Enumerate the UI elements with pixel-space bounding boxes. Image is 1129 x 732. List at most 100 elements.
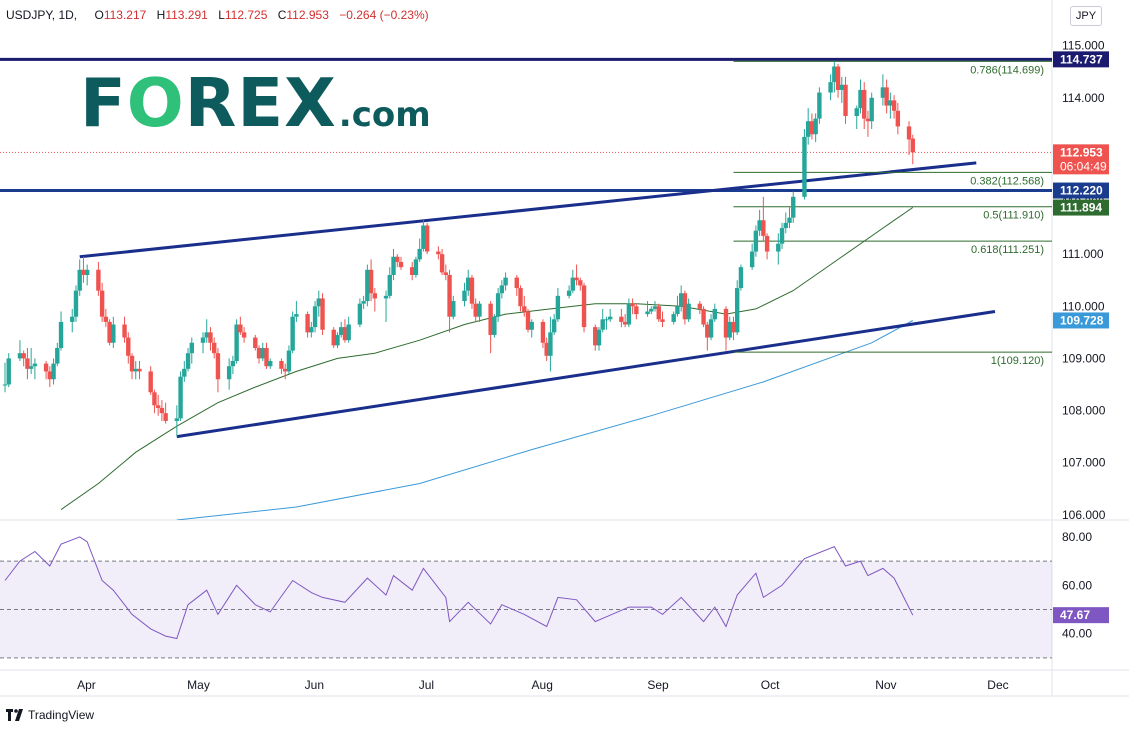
candle-body bbox=[858, 89, 863, 109]
y-tick-label: 107.000 bbox=[1062, 456, 1106, 470]
candle-body bbox=[174, 418, 180, 421]
candle-body bbox=[47, 371, 53, 380]
candle-body bbox=[339, 327, 344, 335]
candle bbox=[436, 246, 441, 260]
candle-body bbox=[70, 316, 75, 322]
candle bbox=[495, 288, 501, 322]
candle bbox=[159, 400, 165, 421]
candle-body bbox=[604, 319, 609, 321]
trendline bbox=[79, 161, 977, 259]
candle-body bbox=[312, 306, 318, 328]
candle-body bbox=[368, 269, 374, 294]
candle-body bbox=[182, 368, 187, 377]
candle bbox=[268, 358, 273, 369]
x-tick-label: Jul bbox=[419, 678, 434, 692]
candle-body bbox=[96, 269, 101, 291]
candle bbox=[843, 76, 848, 124]
candle-body bbox=[828, 82, 833, 93]
price-axis-tag-text: 111.894 bbox=[1060, 201, 1102, 215]
candle-body bbox=[230, 361, 236, 367]
candle-body bbox=[81, 269, 86, 275]
candle bbox=[155, 394, 161, 416]
candle bbox=[712, 303, 717, 322]
candle-body bbox=[286, 350, 292, 372]
candle bbox=[749, 243, 755, 270]
candle bbox=[2, 362, 8, 393]
candle bbox=[368, 259, 374, 302]
candle-body bbox=[204, 332, 209, 338]
price-axis-tag bbox=[1053, 182, 1109, 199]
candle bbox=[279, 358, 284, 375]
fib-level-label: 0.382(112.568) bbox=[970, 175, 1044, 187]
candle bbox=[548, 316, 553, 372]
candle bbox=[540, 319, 546, 348]
candle-body bbox=[320, 298, 325, 330]
candle bbox=[518, 285, 523, 312]
candle-body bbox=[492, 316, 497, 335]
candle bbox=[84, 264, 90, 286]
candle bbox=[339, 321, 344, 338]
y-tick-label: 106.000 bbox=[1062, 508, 1106, 522]
candle bbox=[891, 95, 897, 119]
candle bbox=[230, 355, 236, 375]
candle-body bbox=[817, 92, 822, 119]
candle bbox=[286, 345, 292, 375]
candle bbox=[832, 61, 837, 93]
candle-body bbox=[548, 332, 553, 356]
currency-button[interactable]: JPY bbox=[1070, 6, 1102, 26]
candle bbox=[294, 301, 299, 322]
candle-body bbox=[832, 66, 837, 83]
low-label: L bbox=[218, 8, 225, 22]
candle bbox=[783, 212, 788, 234]
candle-body bbox=[163, 413, 168, 421]
candle-body bbox=[73, 290, 79, 317]
candle-body bbox=[346, 324, 351, 341]
candle bbox=[178, 371, 183, 421]
candle-body bbox=[99, 290, 105, 317]
candle-body bbox=[58, 321, 64, 348]
candle bbox=[70, 308, 75, 333]
candle-body bbox=[862, 89, 867, 119]
candle bbox=[409, 261, 415, 281]
candle bbox=[805, 108, 811, 145]
candle bbox=[421, 220, 426, 252]
candle bbox=[895, 102, 901, 135]
candle bbox=[107, 319, 112, 346]
candle bbox=[6, 353, 11, 388]
candle bbox=[499, 280, 505, 299]
candle bbox=[372, 288, 378, 312]
candle-body bbox=[17, 353, 23, 359]
candle-body bbox=[776, 243, 781, 252]
candle-body bbox=[178, 376, 183, 419]
candle bbox=[51, 358, 56, 385]
candle-body bbox=[839, 84, 844, 90]
high-value: 113.291 bbox=[165, 8, 208, 22]
candle-body bbox=[28, 366, 34, 369]
candle-body bbox=[152, 392, 157, 406]
candle bbox=[779, 222, 785, 249]
y-tick-label: 115.000 bbox=[1062, 39, 1105, 53]
candle bbox=[466, 269, 471, 296]
candle bbox=[398, 256, 404, 270]
candle-body bbox=[309, 327, 314, 333]
x-tick-label: Sep bbox=[647, 678, 669, 692]
candle-body bbox=[409, 267, 415, 275]
candle-body bbox=[294, 314, 299, 317]
candle-body bbox=[137, 368, 142, 372]
tradingview-footer[interactable]: TradingView bbox=[6, 708, 94, 722]
candle bbox=[630, 298, 635, 315]
candle bbox=[492, 314, 497, 338]
candle-body bbox=[757, 220, 762, 231]
candle-body bbox=[185, 353, 191, 369]
candle bbox=[600, 308, 605, 333]
candle bbox=[290, 311, 295, 354]
candle bbox=[342, 319, 348, 343]
candle-body bbox=[391, 256, 396, 275]
candle bbox=[264, 342, 269, 369]
rsi-tick-label: 40.00 bbox=[1062, 627, 1092, 641]
candle-body bbox=[6, 358, 11, 385]
candle-body bbox=[103, 316, 109, 322]
candle-body bbox=[253, 337, 258, 348]
candle-body bbox=[413, 259, 419, 275]
